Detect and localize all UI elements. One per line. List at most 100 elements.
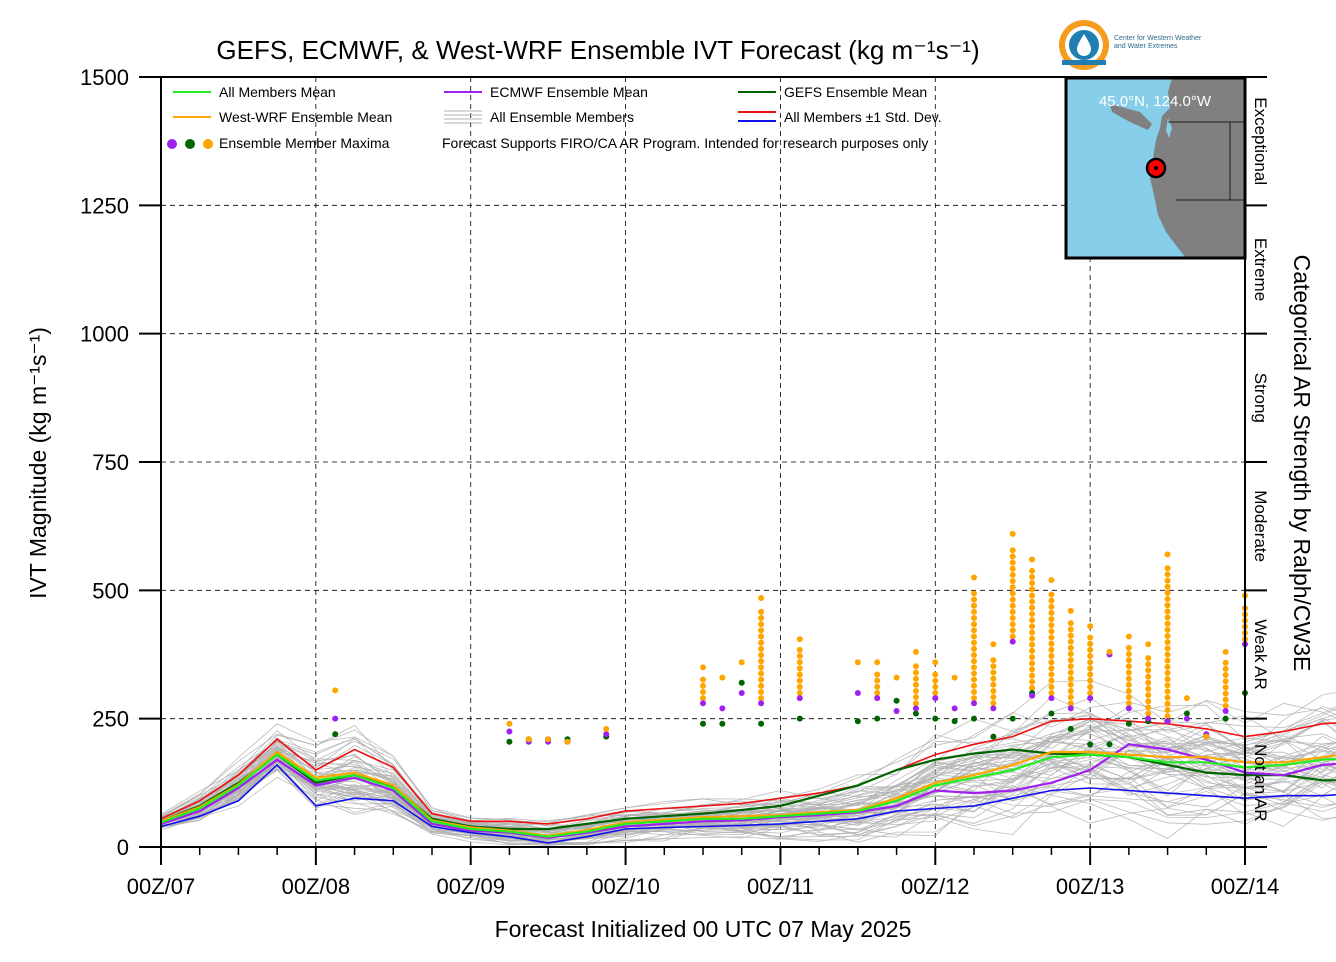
wrf-member-maximum-dot (971, 615, 977, 622)
ecmwf-maximum-dot (1009, 638, 1016, 645)
ensemble-member-trace (160, 759, 1336, 844)
legend-label-maxima: Ensemble Member Maxima (219, 135, 390, 151)
wrf-member-maximum-dot (700, 676, 706, 683)
wrf-member-maximum-dot (1029, 573, 1036, 580)
wrf-maximum-dot (1106, 648, 1113, 655)
ecmwf-maximum-dot (1048, 695, 1055, 702)
gefs-maximum-dot (971, 715, 977, 722)
wrf-member-maximum-dot (1029, 567, 1036, 574)
wrf-member-maximum-dot (1029, 610, 1036, 617)
wrf-member-maximum-dot (1067, 620, 1074, 627)
ensemble-member-trace (160, 761, 1336, 846)
x-tick-label: 00Z/12 (901, 874, 970, 899)
wrf-member-maximum-dot (700, 695, 706, 702)
wrf-member-maximum-dot (1145, 692, 1152, 699)
ecmwf-maximum-dot (874, 695, 881, 702)
wrf-member-maximum-dot (1029, 672, 1036, 679)
category-label: Weak AR (1251, 619, 1270, 690)
wrf-member-maximum-dot (758, 639, 765, 646)
wrf-member-maximum-dot (1029, 629, 1036, 636)
gefs-maximum-dot (1087, 741, 1094, 748)
wrf-member-maximum-dot (1164, 626, 1171, 633)
wrf-maximum-dot (719, 674, 726, 681)
gefs-maximum-dot (332, 731, 339, 738)
logo-text-line2: and Water Extremes (1114, 43, 1178, 50)
wrf-member-maximum-dot (1087, 683, 1094, 690)
wrf-maximum-dot (1029, 556, 1036, 563)
wrf-member-maximum-dot (1087, 634, 1094, 641)
ecmwf-maximum-dot (1087, 695, 1094, 702)
ecmwf-maximum-dot (912, 705, 919, 712)
wrf-member-maximum-dot (1029, 586, 1036, 593)
inset-map-island (1110, 104, 1152, 130)
gefs-maximum-dot (893, 697, 900, 704)
wrf-member-maximum-dot (1029, 598, 1036, 605)
category-label: Strong (1251, 373, 1270, 423)
wrf-member-maximum-dot (971, 664, 977, 671)
wrf-member-maximum-dot (1048, 634, 1055, 641)
all-members-mean-line (160, 753, 1336, 838)
wrf-member-maximum-dot (912, 663, 919, 670)
ecmwf-maximum-dot (738, 690, 745, 696)
wrf-member-maximum-dot (758, 658, 765, 665)
wrf-member-maximum-dot (1009, 633, 1016, 640)
wrf-member-maximum-dot (1164, 571, 1171, 578)
legend: All Members Mean ECMWF Ensemble Mean GEF… (167, 84, 942, 151)
wrf-member-maximum-dot (758, 633, 765, 640)
wrf-maximum-dot (1125, 633, 1132, 640)
wrf-member-maximum-dot (1067, 669, 1074, 676)
axes: 0 250 500 750 1000 1250 1500 00Z/07 00Z/08 00Z/09… (80, 65, 1279, 899)
logo-wave (1062, 60, 1106, 65)
wrf-member-maximum-dot (1048, 671, 1055, 678)
ecmwf-maximum-dot (1145, 715, 1152, 722)
gefs-maximum-dot (951, 718, 958, 725)
wrf-maximum-dot (700, 664, 706, 671)
wrf-member-maximum-dot (912, 681, 919, 688)
wrf-member-maximum-dot (1029, 647, 1036, 654)
wrf-maximum-dot (1222, 648, 1229, 655)
gefs-maximum-dot (1067, 725, 1074, 732)
wrf-member-maximum-dot (1067, 663, 1074, 670)
ensemble-member-trace (160, 704, 1336, 824)
x-tick-label: 00Z/10 (591, 874, 660, 899)
y-tick-label: 500 (92, 578, 129, 603)
wrf-maximum-dot (738, 659, 745, 666)
wrf-member-maximum-dot (1164, 633, 1171, 640)
wrf-member-maximum-dot (1087, 671, 1094, 678)
ecmwf-maximum-dot (990, 705, 997, 712)
inset-map: 45.0°N, 124.0°W (1064, 76, 1247, 260)
ensemble-member-trace (160, 758, 1336, 846)
wrf-member-maximum-dot (1067, 681, 1074, 688)
wrf-member-maximum-dot (796, 690, 803, 696)
wrf-member-maximum-dot (1164, 706, 1171, 713)
wrf-maximum-dot (758, 595, 765, 602)
wrf-member-maximum-dot (1164, 713, 1171, 720)
wrf-member-maximum-dot (1145, 673, 1152, 680)
wrf-member-maximum-dot (971, 658, 977, 665)
wrf-member-maximum-dot (1009, 590, 1016, 597)
wrf-member-maximum-dot (971, 695, 977, 702)
wrf-member-maximum-dot (1029, 604, 1036, 611)
gefs-maximum-dot (700, 720, 706, 727)
wrf-member-maximum-dot (1087, 677, 1094, 684)
wrf-member-maximum-dot (932, 677, 939, 684)
wrf-member-maximum-dot (1067, 632, 1074, 639)
ecmwf-maximum-dot (1183, 715, 1190, 722)
wrf-member-maximum-dot (1222, 684, 1229, 691)
wrf-member-maximum-dot (1222, 690, 1229, 697)
x-tick-label: 00Z/11 (747, 874, 814, 899)
wrf-maximum-dot (990, 641, 997, 648)
wrf-member-maximum-dot (1029, 641, 1036, 648)
wrf-member-maximum-dot (1145, 679, 1152, 686)
wrf-member-maximum-dot (1145, 710, 1152, 717)
wrf-member-maximum-dot (758, 615, 765, 622)
wrf-member-maximum-dot (1009, 584, 1016, 591)
wrf-member-maximum-dot (758, 688, 765, 695)
wrf-member-maximum-dot (758, 670, 765, 677)
legend-label-gefs-mean: GEFS Ensemble Mean (784, 84, 927, 100)
wrf-member-maximum-dot (1048, 690, 1055, 696)
wrf-member-maximum-dot (971, 621, 977, 628)
wrf-member-maximum-dot (1125, 687, 1132, 694)
wrf-member-maximum-dot (1048, 622, 1055, 629)
